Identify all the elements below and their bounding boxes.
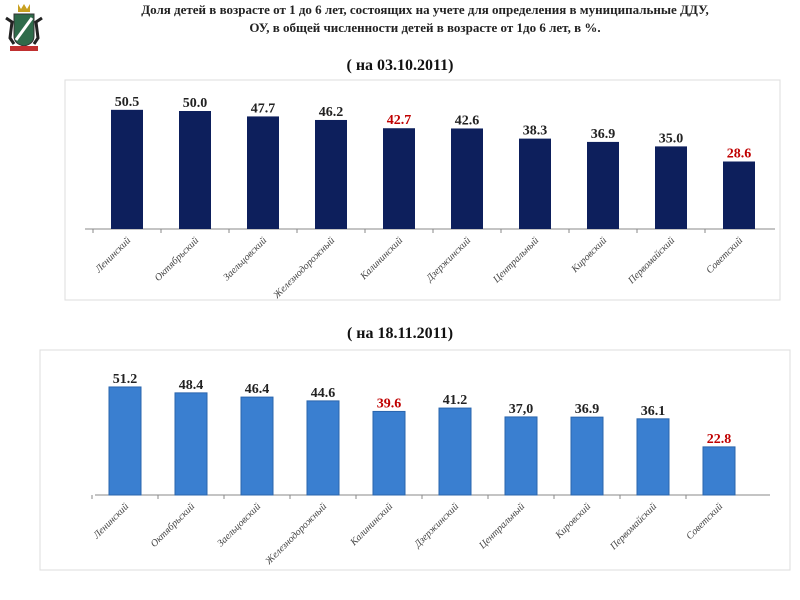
- header-line2: ОУ, в общей численности детей в возрасте…: [249, 20, 601, 35]
- chart-frame: [39, 349, 791, 571]
- category-label: Железнодорожный: [263, 501, 329, 567]
- bar: [306, 400, 340, 496]
- coat-of-arms-logo: [4, 2, 44, 54]
- data-label: 46.2: [319, 105, 344, 120]
- bar: [451, 128, 483, 229]
- data-label: 48.4: [179, 378, 204, 393]
- bar: [570, 416, 604, 496]
- data-label: 41.2: [443, 393, 468, 408]
- category-label: Дзержинский: [412, 501, 461, 550]
- bar: [655, 146, 687, 229]
- category-label: Центральный: [477, 501, 528, 552]
- data-label: 38.3: [523, 124, 548, 139]
- header-line1: Доля детей в возрасте от 1 до 6 лет, сос…: [141, 2, 709, 17]
- category-label: Калининский: [348, 501, 395, 548]
- data-label: 36.9: [575, 402, 600, 417]
- data-label: 35.0: [659, 131, 684, 146]
- bar: [240, 396, 274, 496]
- bar: [372, 410, 406, 496]
- data-label: 51.2: [113, 372, 138, 387]
- data-label: 44.6: [311, 386, 336, 401]
- category-label: Ленинский: [91, 501, 131, 541]
- chart2-title: ( на 18.11.2011): [346, 325, 454, 342]
- bar: [315, 119, 347, 229]
- data-label: 22.8: [707, 432, 732, 447]
- category-label: Октябрьский: [149, 501, 197, 549]
- chart-frame: [64, 79, 781, 301]
- bar: [519, 138, 551, 229]
- bar: [636, 418, 670, 496]
- data-label: 37,0: [509, 402, 534, 417]
- data-label: 39.6: [377, 396, 402, 411]
- bar: [383, 128, 415, 229]
- data-label: 36.1: [641, 404, 666, 419]
- data-label: 50.5: [115, 95, 140, 110]
- data-label: 36.9: [591, 127, 616, 142]
- bar: [108, 386, 142, 496]
- data-label: 46.4: [245, 382, 270, 397]
- bar: [702, 446, 736, 496]
- bar: [111, 109, 143, 229]
- category-label: Советский: [684, 501, 725, 542]
- bar: [174, 392, 208, 496]
- category-label: Заельцовский: [215, 501, 263, 549]
- data-label: 50.0: [183, 96, 208, 111]
- bar: [587, 141, 619, 229]
- bar: [723, 161, 755, 229]
- data-label: 42.7: [387, 113, 412, 128]
- data-label: 28.6: [727, 147, 752, 162]
- bar: [179, 111, 211, 229]
- chart1-title: ( на 03.10.2011): [346, 57, 454, 74]
- bar: [247, 116, 279, 229]
- category-label: Кировский: [553, 501, 593, 541]
- data-label: 42.6: [455, 113, 480, 128]
- bar: [438, 407, 472, 496]
- bar: [504, 416, 538, 496]
- data-label: 47.7: [251, 101, 276, 116]
- category-label: Первомайский: [608, 501, 660, 553]
